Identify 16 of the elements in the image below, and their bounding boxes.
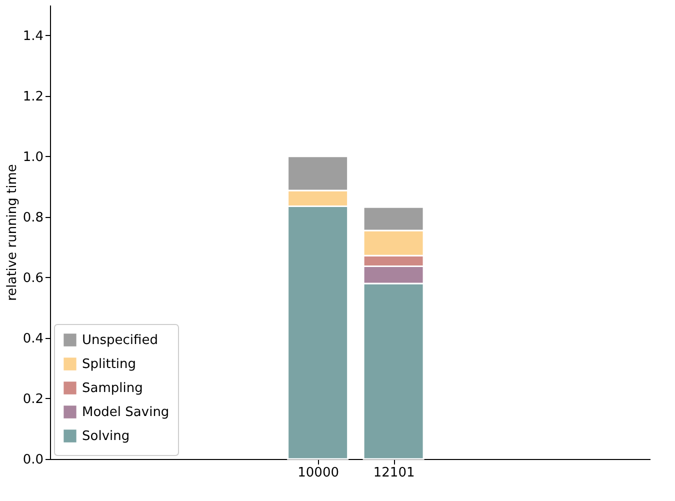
y-tick-label: 0.4 xyxy=(22,331,44,346)
legend-label: Solving xyxy=(82,429,130,444)
legend-label: Sampling xyxy=(82,381,143,396)
legend-label: Unspecified xyxy=(82,333,158,348)
legend-label: Model Saving xyxy=(82,405,170,420)
y-tick-label: 1.0 xyxy=(22,150,44,165)
y-tick-label: 0.0 xyxy=(22,452,44,468)
x-tick-label: 10000 xyxy=(298,466,339,480)
y-tick-label: 1.4 xyxy=(22,28,44,44)
y-tick-label: 0.2 xyxy=(22,392,44,407)
y-tick-label: 0.8 xyxy=(22,210,44,226)
y-tick-label: 1.2 xyxy=(22,89,44,104)
x-tick-label: 12101 xyxy=(373,466,415,480)
legend-label: Splitting xyxy=(82,357,136,372)
y-axis-title: relative running time xyxy=(4,164,20,301)
y-tick-label: 0.6 xyxy=(22,270,44,286)
